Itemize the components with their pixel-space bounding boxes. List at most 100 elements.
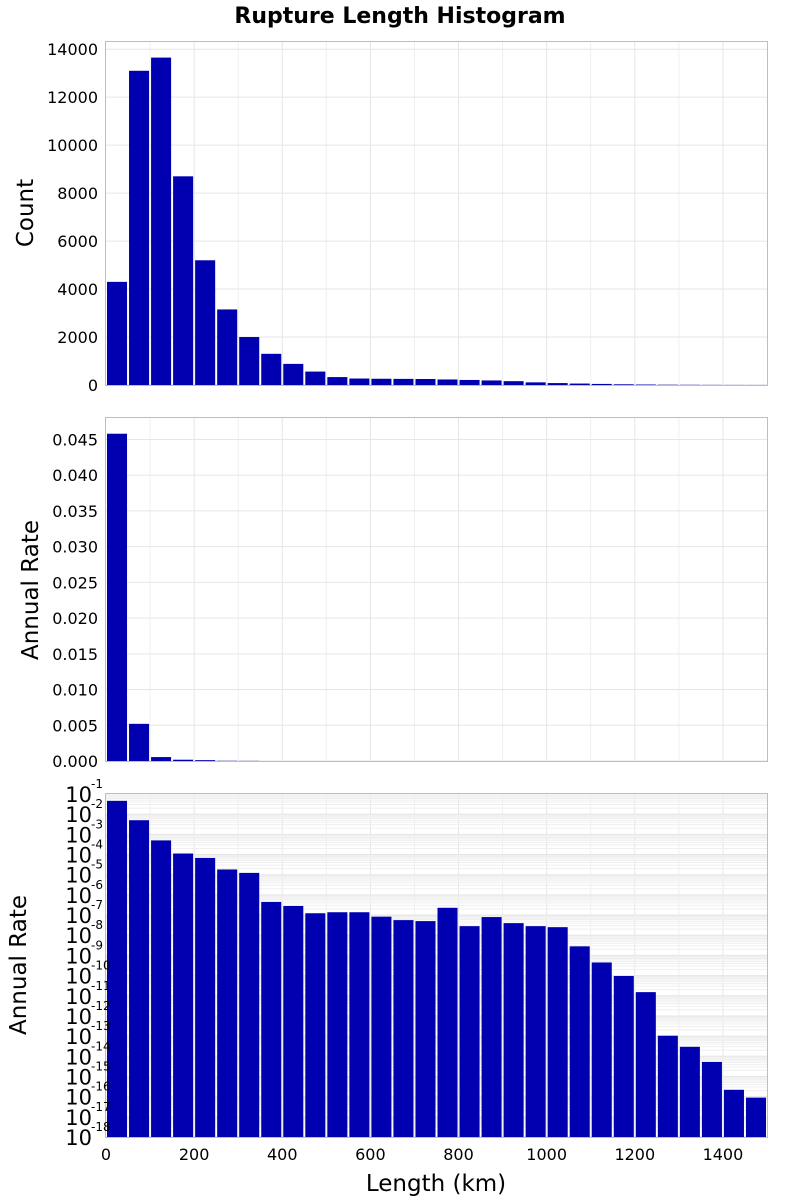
histogram-bar — [723, 1089, 744, 1137]
y-tick-exponent: -11 — [91, 979, 111, 993]
histogram-bar — [525, 926, 546, 1137]
histogram-bar — [305, 371, 326, 385]
y-tick-label: 10 — [65, 965, 92, 989]
x-tick-label: 0 — [101, 1145, 111, 1164]
histogram-bar — [547, 383, 568, 385]
histogram-bar — [393, 378, 414, 385]
histogram-bar — [459, 926, 480, 1137]
count-axis-label: Count — [13, 179, 39, 247]
histogram-bar — [371, 916, 392, 1137]
histogram-bar — [129, 70, 150, 386]
histogram-bar — [701, 1061, 722, 1137]
y-tick-label: 10 — [65, 864, 92, 888]
histogram-bar — [459, 379, 480, 385]
y-tick-label: 2000 — [57, 328, 98, 347]
y-tick-exponent: -6 — [91, 878, 103, 892]
y-tick-label: 0.005 — [52, 716, 98, 735]
y-tick-label: 0.025 — [52, 573, 98, 592]
y-tick-label: 10 — [65, 1025, 92, 1049]
histogram-bar — [371, 378, 392, 385]
histogram-bar — [151, 840, 172, 1137]
y-tick-label: 0.030 — [52, 538, 98, 557]
histogram-bar — [151, 757, 172, 761]
y-tick-exponent: -3 — [91, 817, 103, 831]
y-tick-label: 0.000 — [52, 752, 98, 771]
y-tick-label: 0.035 — [52, 502, 98, 521]
x-tick-label: 200 — [179, 1145, 210, 1164]
histogram-bar — [503, 923, 524, 1137]
y-tick-label: 10 — [65, 1065, 92, 1089]
y-tick-label: 10 — [65, 1005, 92, 1029]
histogram-bar — [239, 337, 260, 385]
histogram-bar — [349, 912, 370, 1137]
y-tick-label: 10 — [65, 884, 92, 908]
y-tick-exponent: -5 — [91, 858, 103, 872]
histogram-bar — [679, 1046, 700, 1137]
rate-panel: 0.000 0.005 0.010 0.015 0.020 0.025 0.030 0.035… — [18, 417, 768, 771]
histogram-bar — [503, 381, 524, 385]
y-tick-exponent: -16 — [91, 1080, 111, 1094]
histogram-bar — [437, 379, 458, 385]
y-tick-exponent: -17 — [91, 1100, 111, 1114]
histogram-bar — [525, 382, 546, 385]
y-tick-label: 0.040 — [52, 466, 98, 485]
histogram-bar — [613, 384, 634, 385]
histogram-bar — [107, 800, 128, 1137]
histogram-bar — [151, 57, 172, 385]
histogram-bar — [745, 1097, 766, 1137]
y-tick-label: 0 — [88, 376, 98, 395]
y-tick-label: 10 — [65, 803, 92, 827]
y-tick-exponent: -10 — [91, 959, 111, 973]
y-tick-exponent: -13 — [91, 1019, 111, 1033]
histogram-bar — [283, 363, 304, 385]
histogram-bar — [261, 901, 282, 1137]
histogram-bar — [415, 921, 436, 1137]
count-panel: 0 2000 4000 6000 8000 10000 12000 14000 Count — [13, 40, 768, 395]
x-tick-label: 1000 — [526, 1145, 567, 1164]
x-tick-label: 1200 — [614, 1145, 655, 1164]
y-tick-exponent: -4 — [91, 838, 103, 852]
histogram-bar — [173, 853, 194, 1137]
y-tick-label: 10 — [65, 823, 92, 847]
histogram-bar — [195, 760, 216, 761]
y-tick-label: 10 — [65, 985, 92, 1009]
histogram-bar — [613, 975, 634, 1137]
y-tick-label: 10000 — [47, 136, 98, 155]
histogram-bar — [393, 920, 414, 1137]
log-rate-grid — [106, 794, 767, 1138]
y-tick-exponent: -14 — [91, 1039, 111, 1053]
histogram-bar — [349, 378, 370, 385]
y-tick-exponent: -7 — [91, 898, 103, 912]
y-tick-label: 10 — [65, 1106, 92, 1130]
log-rate-yticks: 10 -110 -210 -310 -410 -510 -610 -710 -810 -910 -1… — [65, 777, 110, 1150]
y-tick-label: 12000 — [47, 88, 98, 107]
histogram-bar — [591, 383, 612, 385]
count-frame — [105, 41, 768, 386]
histogram-bar — [107, 433, 128, 761]
y-tick-label: 10 — [65, 1126, 92, 1150]
log-rate-frame — [105, 793, 768, 1138]
y-tick-label: 14000 — [47, 40, 98, 59]
chart-title: Rupture Length Histogram — [234, 4, 565, 29]
y-tick-exponent: -15 — [91, 1059, 111, 1073]
histogram-bar — [481, 917, 502, 1137]
y-tick-label: 10 — [65, 1045, 92, 1069]
histogram-bar — [569, 946, 590, 1137]
histogram-bar — [635, 992, 656, 1137]
y-tick-label: 6000 — [57, 232, 98, 251]
x-tick-label: 800 — [443, 1145, 474, 1164]
x-tick-label: 1400 — [703, 1145, 744, 1164]
count-yticks: 0 2000 4000 6000 8000 10000 12000 14000 — [47, 40, 98, 395]
count-bars — [107, 57, 766, 386]
rate-bars — [107, 433, 590, 761]
y-tick-label: 10 — [65, 1086, 92, 1110]
count-grid — [106, 42, 767, 386]
histogram-bar — [129, 820, 150, 1137]
histogram-bar — [195, 260, 216, 385]
y-tick-label: 10 — [65, 944, 92, 968]
histogram-bar — [547, 927, 568, 1137]
histogram-bar — [217, 309, 238, 385]
y-tick-label: 0.045 — [52, 430, 98, 449]
y-tick-exponent: -8 — [91, 918, 103, 932]
